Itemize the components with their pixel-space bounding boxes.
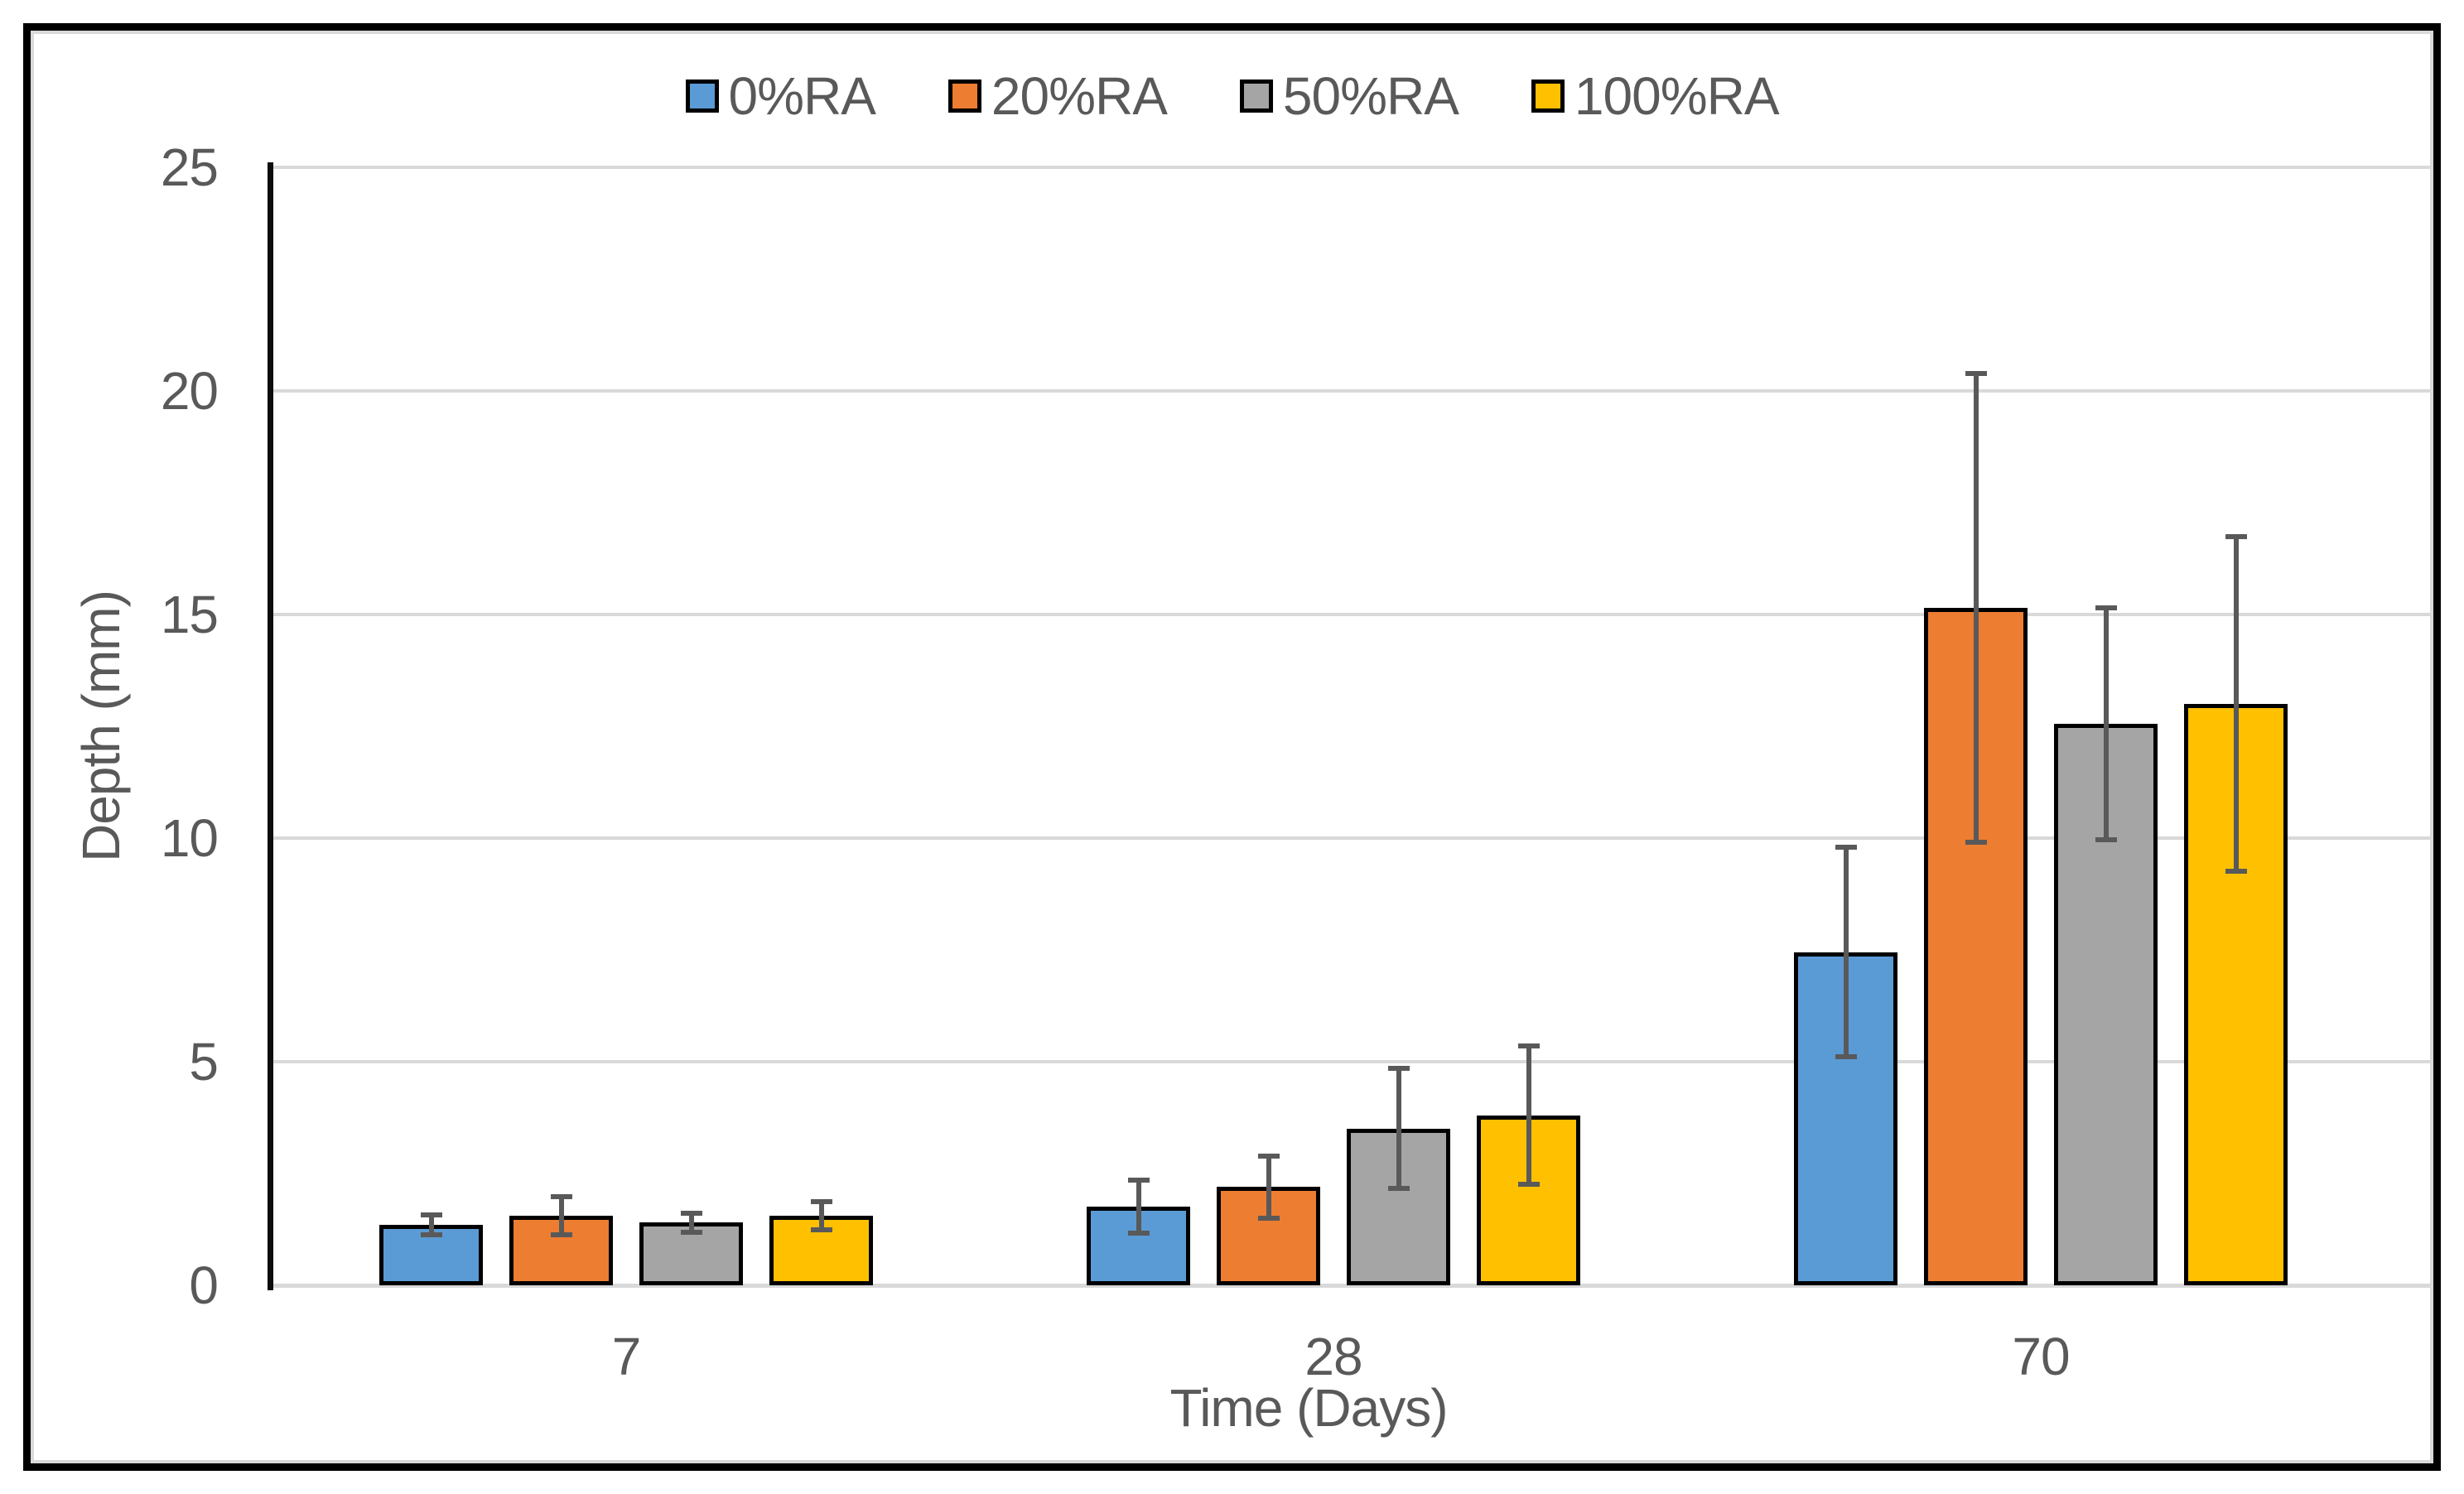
legend-label: 0%RA bbox=[728, 66, 876, 126]
error-bar-cap-bottom bbox=[421, 1232, 442, 1237]
error-bar-cap-bottom bbox=[681, 1230, 702, 1235]
bar-100%RA-day28 bbox=[1477, 1116, 1580, 1285]
legend-item-20%RA: 20%RA bbox=[948, 66, 1168, 126]
gridline-y-25 bbox=[272, 166, 2432, 169]
gridline-y-20 bbox=[272, 389, 2432, 393]
error-bar-100%RA-day70 bbox=[2225, 534, 2247, 874]
y-tick-label-15: 15 bbox=[160, 585, 219, 644]
bar-20%RA-day28 bbox=[1217, 1187, 1320, 1285]
legend-swatch-icon bbox=[1531, 80, 1565, 113]
y-tick-label-0: 0 bbox=[189, 1255, 219, 1315]
x-axis-baseline bbox=[272, 1284, 2432, 1288]
error-bar-line bbox=[1136, 1178, 1141, 1236]
error-bar-cap-top bbox=[551, 1194, 572, 1199]
y-axis-title: Depth (mm) bbox=[71, 590, 131, 862]
error-bar-cap-bottom bbox=[2095, 837, 2117, 842]
error-bar-line bbox=[1844, 845, 1849, 1059]
error-bar-line bbox=[1266, 1154, 1271, 1221]
legend-swatch-icon bbox=[1239, 80, 1273, 113]
x-tick-label-28: 28 bbox=[1304, 1327, 1362, 1386]
error-bar-20%RA-day70 bbox=[1965, 371, 1987, 845]
error-bar-cap-top bbox=[1835, 845, 1857, 850]
error-bar-cap-top bbox=[1518, 1043, 1540, 1048]
y-tick-label-10: 10 bbox=[160, 808, 219, 868]
error-bar-line bbox=[1974, 371, 1979, 845]
error-bar-50%RA-day28 bbox=[1388, 1066, 1410, 1191]
error-bar-0%RA-day7 bbox=[421, 1212, 442, 1237]
error-bar-50%RA-day70 bbox=[2095, 605, 2117, 842]
bar-0%RA-day70 bbox=[1794, 952, 1897, 1285]
error-bar-cap-top bbox=[811, 1199, 832, 1204]
error-bar-cap-top bbox=[1258, 1154, 1280, 1159]
error-bar-line bbox=[819, 1199, 824, 1232]
legend-label: 100%RA bbox=[1574, 66, 1780, 126]
error-bar-cap-top bbox=[1965, 371, 1987, 376]
error-bar-cap-top bbox=[1388, 1066, 1410, 1071]
x-tick-label-7: 7 bbox=[611, 1327, 642, 1386]
error-bar-line bbox=[2104, 605, 2109, 842]
gridline-y-5 bbox=[272, 1060, 2432, 1063]
x-axis-title: Time (Days) bbox=[1169, 1378, 1448, 1438]
error-bar-cap-bottom bbox=[2225, 869, 2247, 874]
error-bar-line bbox=[2234, 534, 2239, 874]
error-bar-cap-bottom bbox=[551, 1232, 572, 1237]
error-bar-0%RA-day70 bbox=[1835, 845, 1857, 1059]
error-bar-line bbox=[429, 1212, 434, 1237]
legend-label: 20%RA bbox=[991, 66, 1168, 126]
legend-item-100%RA: 100%RA bbox=[1531, 70, 1779, 123]
error-bar-line bbox=[1396, 1066, 1401, 1191]
error-bar-line bbox=[689, 1211, 694, 1235]
gridline-y-10 bbox=[272, 836, 2432, 840]
legend: 0%RA 20%RA 50%RA 100%RA bbox=[0, 70, 2464, 123]
error-bar-cap-bottom bbox=[811, 1227, 832, 1232]
y-tick-label-5: 5 bbox=[189, 1032, 219, 1092]
error-bar-cap-bottom bbox=[1518, 1182, 1540, 1187]
error-bar-cap-bottom bbox=[1128, 1231, 1150, 1236]
error-bar-0%RA-day28 bbox=[1128, 1178, 1150, 1236]
error-bar-line bbox=[1526, 1043, 1531, 1187]
error-bar-cap-bottom bbox=[1965, 840, 1987, 845]
chart-outer-frame bbox=[23, 23, 2441, 1471]
error-bar-cap-top bbox=[421, 1212, 442, 1217]
legend-label: 50%RA bbox=[1282, 66, 1459, 126]
error-bar-100%RA-day7 bbox=[811, 1199, 832, 1232]
error-bar-cap-top bbox=[681, 1211, 702, 1216]
y-tick-label-20: 20 bbox=[160, 361, 219, 421]
x-tick-label-70: 70 bbox=[2012, 1327, 2070, 1386]
error-bar-20%RA-day28 bbox=[1258, 1154, 1280, 1221]
error-bar-100%RA-day28 bbox=[1518, 1043, 1540, 1187]
error-bar-cap-top bbox=[1128, 1178, 1150, 1183]
gridline-y-15 bbox=[272, 613, 2432, 616]
legend-item-0%RA: 0%RA bbox=[685, 66, 876, 126]
error-bar-cap-bottom bbox=[1835, 1054, 1857, 1059]
error-bar-cap-bottom bbox=[1258, 1216, 1280, 1221]
error-bar-cap-bottom bbox=[1388, 1186, 1410, 1191]
error-bar-cap-top bbox=[2095, 605, 2117, 610]
error-bar-line bbox=[559, 1194, 564, 1237]
error-bar-50%RA-day7 bbox=[681, 1211, 702, 1235]
error-bar-cap-top bbox=[2225, 534, 2247, 539]
error-bar-20%RA-day7 bbox=[551, 1194, 572, 1237]
y-tick-label-25: 25 bbox=[160, 137, 219, 197]
y-axis-line bbox=[268, 162, 273, 1290]
legend-swatch-icon bbox=[948, 80, 981, 113]
legend-item-50%RA: 50%RA bbox=[1239, 66, 1459, 126]
legend-swatch-icon bbox=[685, 80, 719, 113]
